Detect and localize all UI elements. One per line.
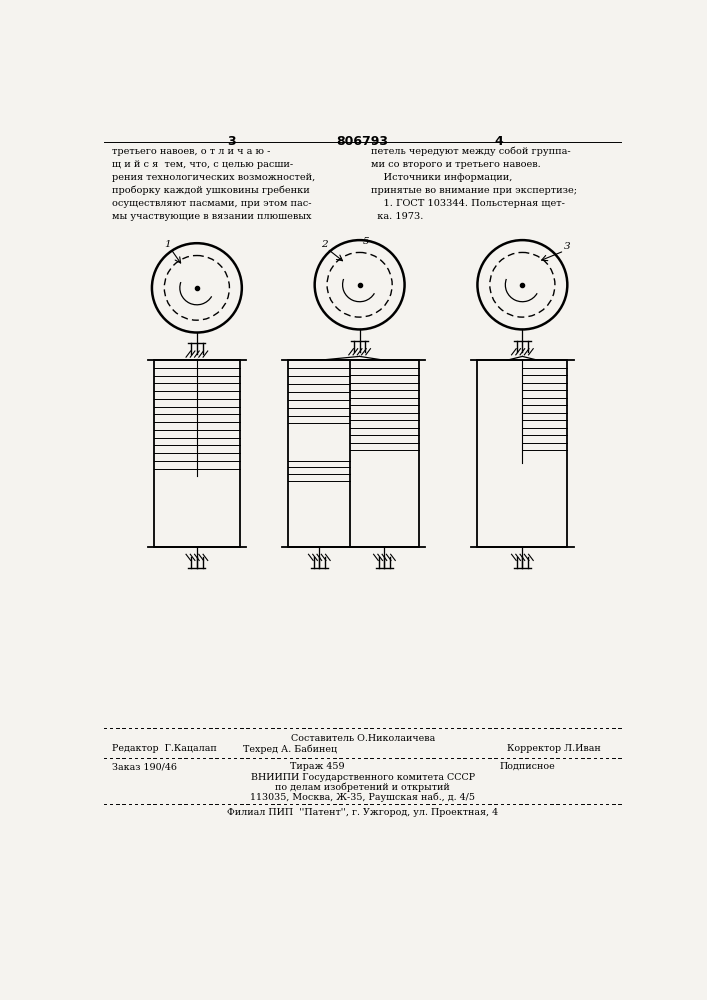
Text: Составитель О.Николаичева: Составитель О.Николаичева	[291, 734, 435, 743]
Text: 806793: 806793	[337, 135, 389, 148]
Text: Заказ 190/46: Заказ 190/46	[112, 762, 177, 771]
Bar	[154, 360, 240, 547]
Text: 113035, Москва, Ж-35, Раушская наб., д. 4/5: 113035, Москва, Ж-35, Раушская наб., д. …	[250, 793, 475, 802]
Text: Филиал ПИП  ''Патент'', г. Ужгород, ул. Проектная, 4: Филиал ПИП ''Патент'', г. Ужгород, ул. П…	[227, 808, 498, 817]
Text: третьего навоев, о т л и ч а ю -
щ и й с я  тем, что, с целью расши-
рения техно: третьего навоев, о т л и ч а ю - щ и й с…	[112, 147, 315, 221]
Text: Редактор  Г.Кацалап: Редактор Г.Кацалап	[112, 744, 216, 753]
Text: ВНИИПИ Государственного комитета СССР: ВНИИПИ Государственного комитета СССР	[251, 773, 475, 782]
Text: 3: 3	[564, 242, 571, 251]
Text: Тираж 459: Тираж 459	[290, 762, 344, 771]
Text: Корректор Л.Иван: Корректор Л.Иван	[507, 744, 601, 753]
Text: 2: 2	[321, 240, 327, 249]
Text: петель чередуют между собой группа-
ми со второго и третьего навоев.
    Источни: петель чередуют между собой группа- ми с…	[371, 147, 577, 221]
Text: 5: 5	[363, 237, 369, 246]
Bar	[288, 360, 419, 547]
Text: Подписное: Подписное	[499, 762, 555, 771]
Text: по делам изобретений и открытий: по делам изобретений и открытий	[275, 783, 450, 792]
Bar	[477, 360, 567, 547]
Text: 4: 4	[495, 135, 503, 148]
Text: 1: 1	[164, 240, 170, 249]
Text: 3: 3	[228, 135, 236, 148]
Text: Техред А. Бабинец: Техред А. Бабинец	[243, 744, 337, 754]
